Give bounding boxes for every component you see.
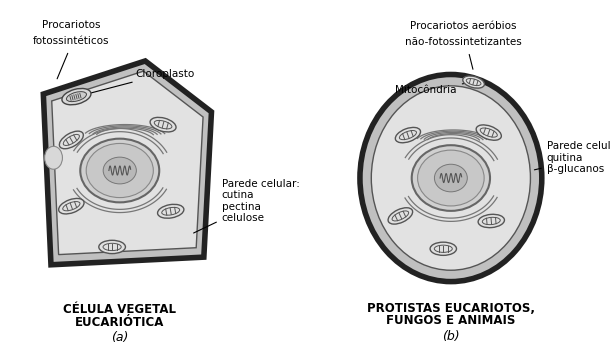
Text: CÉLULA VEGETAL: CÉLULA VEGETAL [63,303,176,316]
Text: Procariotos: Procariotos [42,20,101,30]
Ellipse shape [150,117,176,132]
Text: Procariotos aeróbios: Procariotos aeróbios [411,22,517,31]
Text: Mitocôndria: Mitocôndria [395,83,471,95]
Polygon shape [52,71,203,255]
Ellipse shape [388,208,412,224]
Ellipse shape [430,242,456,255]
Text: PROTISTAS EUCARIOTOS,: PROTISTAS EUCARIOTOS, [367,302,535,315]
Ellipse shape [476,125,501,140]
Text: Parede celular:
cutina
pectina
celulose: Parede celular: cutina pectina celulose [193,179,300,233]
Ellipse shape [103,157,137,184]
Text: fotossintéticos: fotossintéticos [33,36,110,46]
Text: Parede celular:
quitina
β-glucanos: Parede celular: quitina β-glucanos [534,141,610,174]
Ellipse shape [59,198,84,214]
Ellipse shape [81,139,159,202]
Ellipse shape [434,164,467,192]
Text: não-fotossintetizantes: não-fotossintetizantes [405,37,522,47]
Ellipse shape [86,143,153,198]
Ellipse shape [418,150,484,206]
Text: Cloroplasto: Cloroplasto [89,69,195,94]
Ellipse shape [360,74,542,282]
Text: (a): (a) [111,331,129,344]
Text: (b): (b) [442,330,460,343]
Ellipse shape [412,145,490,211]
Ellipse shape [157,204,184,218]
Ellipse shape [478,214,504,228]
Ellipse shape [45,146,62,169]
Polygon shape [43,61,212,265]
Ellipse shape [99,240,126,253]
Ellipse shape [395,127,420,143]
Ellipse shape [371,86,531,270]
Ellipse shape [66,92,87,102]
Text: FUNGOS E ANIMAIS: FUNGOS E ANIMAIS [386,315,515,328]
Ellipse shape [62,89,91,105]
Text: EUCARIÓTICA: EUCARIÓTICA [75,316,165,329]
Ellipse shape [59,131,84,149]
Ellipse shape [463,76,484,88]
